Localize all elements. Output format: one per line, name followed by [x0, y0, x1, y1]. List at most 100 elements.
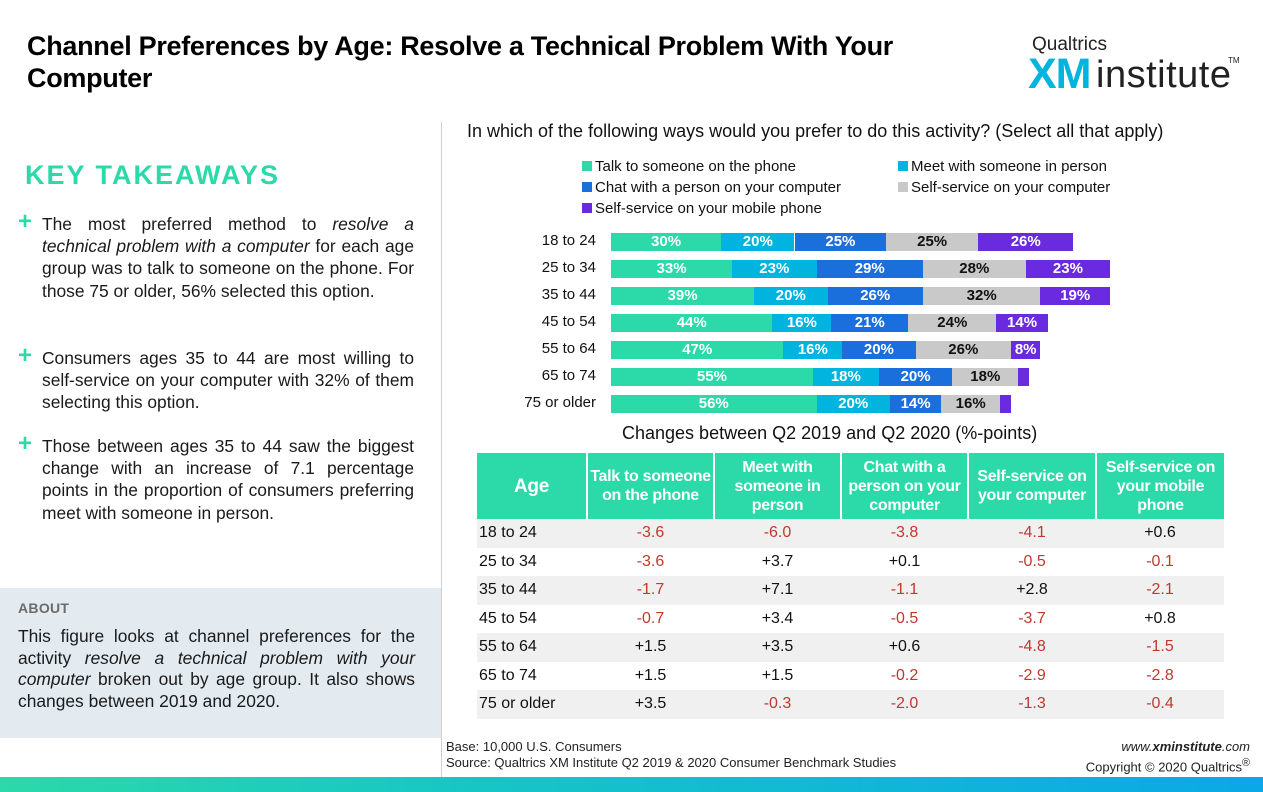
logo-brand-top: Qualtrics	[1032, 34, 1107, 55]
age-cell: 65 to 74	[479, 666, 537, 684]
change-cell: -0.5	[1018, 552, 1046, 570]
legend-item: Chat with a person on your computer	[582, 179, 841, 196]
takeaway-text: Consumers ages 35 to 44 are most willing…	[42, 348, 414, 413]
about-text: This figure looks at channel preferences…	[18, 626, 415, 711]
change-cell: -0.2	[890, 666, 919, 684]
age-cell: 75 or older	[477, 690, 587, 719]
change-cell: -0.3	[714, 690, 841, 719]
bar-segment: 24%	[908, 314, 997, 332]
credits: www.xminstitute.com Copyright © 2020 Qua…	[1086, 739, 1250, 775]
bar-segment: 18%	[952, 368, 1019, 386]
takeaway-text: Those between ages 35 to 44 saw the bigg…	[42, 436, 414, 523]
bar-segment: 47%	[611, 341, 784, 359]
footnote-source: Base: 10,000 U.S. Consumers Source: Qual…	[446, 739, 896, 771]
bar-category-label: 18 to 24	[541, 232, 596, 249]
bar-segment: 30%	[611, 233, 722, 251]
takeaway-item: + Those between ages 35 to 44 saw the bi…	[18, 430, 418, 524]
bar-segment: 44%	[611, 314, 773, 332]
takeaway-item: + Consumers ages 35 to 44 are most willi…	[18, 342, 418, 414]
change-cell: +2.8	[968, 576, 1096, 605]
bar-segment: 26%	[827, 287, 923, 305]
changes-table: Age Talk to someone on the phone Meet wi…	[477, 453, 1224, 719]
bar-segment: 55%	[611, 368, 813, 386]
table-row: 45 to 54 -0.7 +3.4 -0.5 -3.7 +0.8	[477, 605, 1224, 634]
bar-segment: 16%	[772, 314, 832, 332]
bar-segment	[1018, 368, 1030, 386]
column-header: Chat with a person on your computer	[841, 453, 969, 519]
bar-category-label: 65 to 74	[541, 367, 596, 384]
change-cell: -1.7	[587, 576, 714, 605]
stacked-bar-chart: 18 to 24 30% 20% 25% 25% 26% 25 to 34 33% 23% 29%…	[470, 228, 1250, 418]
logo-trademark: TM	[1228, 56, 1240, 65]
change-cell: -4.1	[968, 519, 1096, 548]
change-cell: +0.8	[1144, 609, 1176, 627]
table-title: Changes between Q2 2019 and Q2 2020 (%-p…	[622, 423, 1038, 443]
key-takeaways-heading: KEY TAKEAWAYS	[25, 160, 281, 190]
legend-swatch	[898, 161, 908, 171]
change-cell: +7.1	[714, 576, 841, 605]
bar-segment: 19%	[1040, 287, 1111, 305]
change-cell: -0.5	[890, 609, 919, 627]
bar-segment: 20%	[816, 395, 890, 413]
change-cell: +1.5	[634, 666, 667, 684]
change-cell: +3.7	[761, 552, 794, 570]
logo-institute: institute	[1096, 54, 1232, 96]
legend-item: Meet with someone in person	[898, 158, 1107, 175]
change-cell: -3.8	[841, 519, 968, 548]
change-cell: -3.7	[1018, 609, 1046, 627]
legend-swatch	[582, 182, 592, 192]
bar-segment: 20%	[842, 341, 916, 359]
change-cell: -6.0	[714, 519, 841, 548]
bar-segment: 26%	[915, 341, 1012, 359]
age-cell: 18 to 24	[477, 519, 587, 548]
table-row: 25 to 34 -3.6 +3.7 +0.1 -0.5 -0.1	[477, 548, 1224, 577]
change-cell: -2.8	[1146, 666, 1174, 684]
change-cell: +0.6	[1096, 519, 1224, 548]
change-cell: -4.8	[968, 633, 1096, 662]
column-header: Talk to someone on the phone	[587, 453, 715, 519]
bar-segment: 26%	[978, 233, 1074, 251]
plus-icon: +	[18, 430, 33, 457]
bar-segment: 20%	[721, 233, 795, 251]
change-cell: -1.1	[841, 576, 968, 605]
page-title: Channel Preferences by Age: Resolve a Te…	[27, 31, 894, 93]
xm-institute-logo: Qualtrics XM institute TM	[1028, 34, 1248, 98]
bar-category-label: 45 to 54	[541, 313, 596, 330]
bar-segment: 29%	[816, 260, 923, 278]
bar-category-label: 75 or older	[524, 394, 596, 411]
bar-category-label: 35 to 44	[541, 286, 596, 303]
website-link[interactable]: www.xminstitute.com	[1121, 739, 1250, 754]
change-cell: +3.4	[761, 609, 794, 627]
bar-category-label: 25 to 34	[541, 259, 596, 276]
change-cell: +1.5	[761, 666, 794, 684]
bar-segment: 18%	[812, 368, 879, 386]
age-cell: 35 to 44	[477, 576, 587, 605]
age-cell: 55 to 64	[477, 633, 587, 662]
table-row: 18 to 24 -3.6 -6.0 -3.8 -4.1 +0.6	[477, 519, 1224, 548]
footer-gradient-bar	[0, 777, 1263, 792]
bar-segment: 14%	[996, 314, 1048, 332]
legend-swatch	[898, 182, 908, 192]
bar-segment: 20%	[754, 287, 828, 305]
change-cell: -2.0	[841, 690, 968, 719]
bar-segment: 33%	[611, 260, 733, 278]
bar-segment: 16%	[941, 395, 1001, 413]
change-cell: +0.6	[841, 633, 968, 662]
chart-title: In which of the following ways would you…	[467, 121, 1164, 141]
age-cell: 45 to 54	[479, 609, 537, 627]
change-cell: -3.6	[587, 519, 714, 548]
about-panel: ABOUT This figure looks at channel prefe…	[0, 588, 441, 738]
change-cell: +1.5	[587, 633, 714, 662]
bar-segment: 8%	[1011, 341, 1041, 359]
table-row: 75 or older +3.5 -0.3 -2.0 -1.3 -0.4	[477, 690, 1224, 719]
change-cell: +3.5	[587, 690, 714, 719]
legend-swatch	[582, 203, 592, 213]
bar-segment: 23%	[1025, 260, 1111, 278]
table-row: 65 to 74 +1.5 +1.5 -0.2 -2.9 -2.8	[477, 662, 1224, 691]
bar-segment	[1000, 395, 1012, 413]
logo-xm: XM	[1028, 50, 1091, 98]
bar-segment: 21%	[831, 314, 909, 332]
change-cell: -3.6	[636, 552, 665, 570]
change-cell: +0.1	[888, 552, 921, 570]
bar-segment: 20%	[878, 368, 953, 386]
